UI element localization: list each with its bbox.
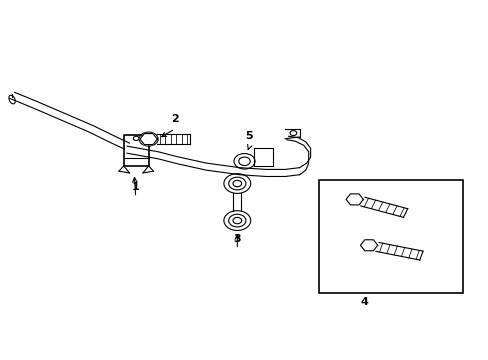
Text: 4: 4 <box>360 297 367 307</box>
Bar <box>318 180 462 293</box>
Text: 3: 3 <box>233 234 241 244</box>
Polygon shape <box>360 240 377 251</box>
Circle shape <box>224 211 250 230</box>
Polygon shape <box>346 194 363 205</box>
Circle shape <box>233 153 255 169</box>
Circle shape <box>139 132 158 146</box>
Text: 1: 1 <box>132 183 139 192</box>
Text: 2: 2 <box>171 113 179 123</box>
Circle shape <box>224 174 250 193</box>
Text: 5: 5 <box>245 131 253 141</box>
Polygon shape <box>140 134 157 145</box>
